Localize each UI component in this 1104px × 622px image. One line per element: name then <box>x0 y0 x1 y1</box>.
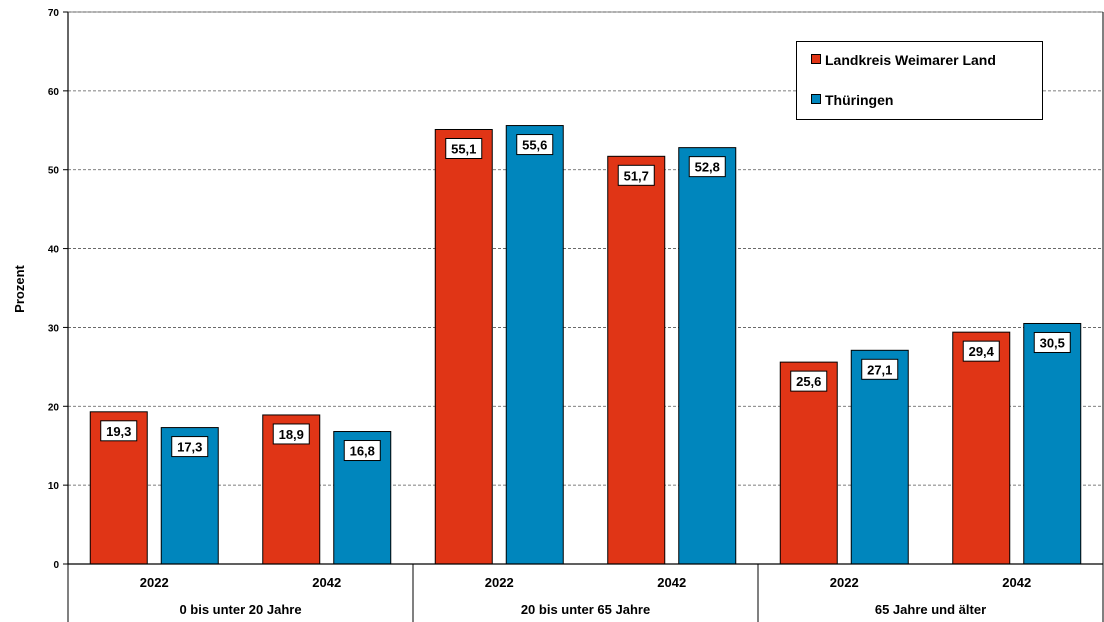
legend-item-thueringen: Thüringen <box>811 92 893 108</box>
data-label: 29,4 <box>969 344 995 359</box>
legend-label-thueringen: Thüringen <box>825 92 894 108</box>
x-tick-label: 2022 <box>140 575 169 590</box>
data-label-box <box>688 156 726 178</box>
bar <box>505 125 564 565</box>
data-label: 52,8 <box>695 160 720 175</box>
data-label: 55,6 <box>522 138 547 153</box>
x-tick-label: 2042 <box>312 575 341 590</box>
legend: Landkreis Weimarer Land Thüringen <box>796 41 1043 120</box>
data-label: 16,8 <box>350 444 375 459</box>
data-label: 51,7 <box>624 168 649 183</box>
data-label: 19,3 <box>106 424 131 439</box>
data-label-box <box>790 370 828 392</box>
data-label: 17,3 <box>177 440 202 455</box>
bar <box>678 147 737 565</box>
data-label-box <box>962 340 1000 362</box>
data-label-box <box>343 440 381 462</box>
data-label-box <box>445 137 483 159</box>
x-group-label: 20 bis unter 65 Jahre <box>521 602 650 617</box>
y-tick-label: 70 <box>48 8 60 19</box>
y-tick-label: 40 <box>48 245 60 256</box>
x-tick-label: 2042 <box>1002 575 1031 590</box>
legend-label-landkreis: Landkreis Weimarer Land <box>825 52 996 68</box>
bar <box>850 349 909 565</box>
data-label-box <box>1033 331 1071 353</box>
y-tick-label: 50 <box>48 166 60 177</box>
data-label-box <box>861 358 899 380</box>
data-label-box <box>516 134 554 156</box>
y-tick-label: 30 <box>48 323 60 334</box>
x-tick-label: 2042 <box>657 575 686 590</box>
bar <box>434 128 493 565</box>
data-label: 18,9 <box>279 427 304 442</box>
data-label: 30,5 <box>1040 335 1065 350</box>
bar <box>607 155 666 565</box>
legend-swatch-blue <box>811 94 821 104</box>
data-label-box <box>100 420 138 442</box>
x-tick-label: 2022 <box>830 575 859 590</box>
x-group-label: 0 bis unter 20 Jahre <box>179 602 301 617</box>
data-label-box <box>617 164 655 186</box>
bars <box>89 125 1082 565</box>
y-tick-label: 10 <box>48 481 60 492</box>
data-label: 27,1 <box>867 362 892 377</box>
y-tick-label: 20 <box>48 402 60 413</box>
x-axis-labels: 2022 2042 2022 2042 2022 2042 0 bis unter 20 J… <box>140 575 1031 617</box>
data-label: 25,6 <box>796 374 821 389</box>
data-label-box <box>171 436 209 458</box>
y-tick-label: 0 <box>53 560 59 571</box>
legend-item-landkreis: Landkreis Weimarer Land <box>811 52 996 68</box>
axes <box>67 11 1104 622</box>
data-label: 55,1 <box>451 141 476 156</box>
bar <box>952 331 1011 565</box>
x-tick-label: 2022 <box>485 575 514 590</box>
legend-swatch-red <box>811 54 821 64</box>
bar <box>1023 322 1082 565</box>
x-group-label: 65 Jahre und älter <box>875 602 986 617</box>
y-ticks: 0 10 20 30 40 50 60 70 <box>48 8 68 571</box>
bar <box>779 361 838 565</box>
y-tick-label: 60 <box>48 87 60 98</box>
y-axis-title: Prozent <box>12 264 27 312</box>
data-label-box <box>272 423 310 445</box>
data-labels: 19,3 17,3 18,9 16,8 55,1 55,6 51,7 52,8 25,6 27,1… <box>100 134 1071 462</box>
